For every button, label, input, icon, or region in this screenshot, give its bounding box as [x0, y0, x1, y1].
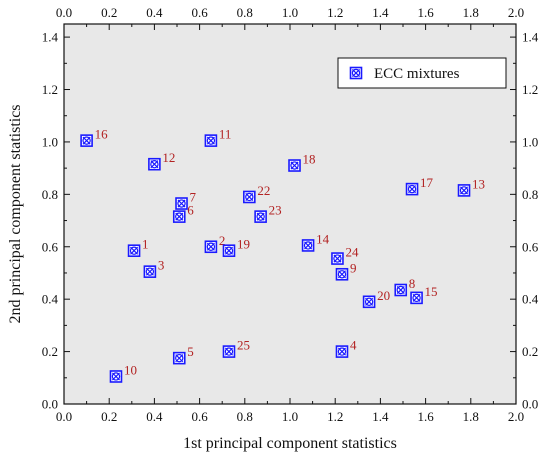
data-point-7 [175, 197, 188, 210]
data-point-3 [143, 265, 157, 278]
data-label-6: 6 [187, 203, 194, 218]
data-label-23: 23 [269, 203, 282, 218]
legend-label: ECC mixtures [374, 66, 460, 82]
legend-marker [349, 66, 363, 80]
x-axis-title: 1st principal component statistics [183, 435, 397, 452]
data-point-15 [410, 291, 423, 305]
x-tick-label-top: 1.0 [282, 5, 298, 20]
y-tick-label-right: 1.0 [522, 134, 538, 149]
x-tick-label-bottom: 1.0 [282, 409, 298, 424]
x-tick-label-bottom: 0.4 [146, 409, 163, 424]
data-point-16 [80, 134, 93, 147]
x-tick-label-top: 1.6 [417, 5, 434, 20]
x-tick-label-top: 1.4 [372, 5, 389, 20]
x-tick-label-bottom: 2.0 [508, 409, 524, 424]
data-label-8: 8 [409, 276, 416, 291]
data-label-7: 7 [190, 190, 197, 205]
x-tick-label-bottom: 0.0 [56, 409, 72, 424]
data-label-3: 3 [158, 258, 165, 273]
data-label-5: 5 [187, 344, 194, 359]
data-point-19 [222, 244, 236, 257]
y-tick-label-left: 0.2 [42, 344, 58, 359]
x-tick-label-bottom: 1.4 [372, 409, 389, 424]
data-point-14 [301, 239, 315, 252]
data-label-4: 4 [350, 338, 357, 353]
x-tick-label-top: 0.6 [191, 5, 208, 20]
data-label-14: 14 [316, 231, 330, 246]
x-tick-label-top: 2.0 [508, 5, 524, 20]
y-tick-label-right: 0.8 [522, 187, 538, 202]
data-point-2 [204, 240, 218, 254]
x-tick-label-top: 1.2 [327, 5, 343, 20]
legend-box [337, 57, 507, 89]
data-label-22: 22 [257, 183, 270, 198]
y-tick-label-left: 0.8 [42, 187, 58, 202]
data-label-25: 25 [237, 338, 250, 353]
data-point-12 [148, 157, 161, 171]
x-tick-label-bottom: 1.8 [463, 409, 479, 424]
x-tick-label-bottom: 0.2 [101, 409, 117, 424]
data-label-13: 13 [472, 176, 485, 191]
y-tick-label-right: 0.4 [522, 292, 539, 307]
data-point-20 [362, 295, 376, 309]
x-tick-label-bottom: 1.2 [327, 409, 343, 424]
data-point-10 [109, 370, 123, 383]
x-tick-label-bottom: 0.6 [191, 409, 208, 424]
x-tick-label-top: 0.4 [146, 5, 163, 20]
data-point-22 [243, 190, 256, 204]
y-tick-label-right: 0.6 [522, 239, 539, 254]
y-tick-label-right: 0.2 [522, 344, 538, 359]
data-label-16: 16 [95, 127, 109, 142]
data-point-25 [222, 345, 236, 358]
data-point-24 [331, 252, 344, 265]
x-tick-label-top: 0.2 [101, 5, 117, 20]
data-point-11 [204, 134, 218, 147]
data-point-17 [405, 182, 419, 196]
data-label-24: 24 [345, 245, 359, 260]
y-tick-label-left: 1.0 [42, 134, 58, 149]
y-tick-label-left: 1.2 [42, 82, 58, 97]
data-label-11: 11 [219, 127, 232, 142]
y-tick-label-left: 0.0 [42, 397, 58, 412]
data-point-8 [394, 283, 408, 297]
data-label-1: 1 [142, 237, 149, 252]
y-tick-label-left: 0.6 [42, 239, 59, 254]
y-tick-label-left: 0.4 [42, 292, 59, 307]
data-label-20: 20 [377, 288, 390, 303]
data-label-17: 17 [420, 175, 434, 190]
x-tick-label-bottom: 0.8 [237, 409, 253, 424]
data-label-19: 19 [237, 237, 250, 252]
data-label-10: 10 [124, 362, 137, 377]
x-tick-label-bottom: 1.6 [417, 409, 434, 424]
data-label-9: 9 [350, 260, 357, 275]
y-tick-label-right: 1.2 [522, 82, 538, 97]
data-point-4 [335, 345, 349, 358]
y-axis-title: 2nd principal component statistics [7, 104, 24, 323]
data-label-18: 18 [303, 152, 316, 167]
y-tick-label-right: 1.4 [522, 30, 539, 45]
data-point-13 [457, 184, 471, 197]
x-tick-label-top: 0.8 [237, 5, 253, 20]
data-point-6 [172, 210, 186, 223]
x-tick-label-top: 0.0 [56, 5, 72, 20]
data-point-18 [288, 159, 301, 172]
y-tick-label-left: 1.4 [42, 30, 59, 45]
data-point-1 [127, 244, 141, 257]
data-point-9 [335, 267, 349, 281]
data-label-2: 2 [219, 233, 226, 248]
y-tick-label-right: 0.0 [522, 397, 538, 412]
data-point-5 [172, 351, 186, 365]
data-point-23 [254, 210, 267, 223]
data-label-12: 12 [162, 150, 175, 165]
data-label-15: 15 [425, 284, 438, 299]
x-tick-label-top: 1.8 [463, 5, 479, 20]
